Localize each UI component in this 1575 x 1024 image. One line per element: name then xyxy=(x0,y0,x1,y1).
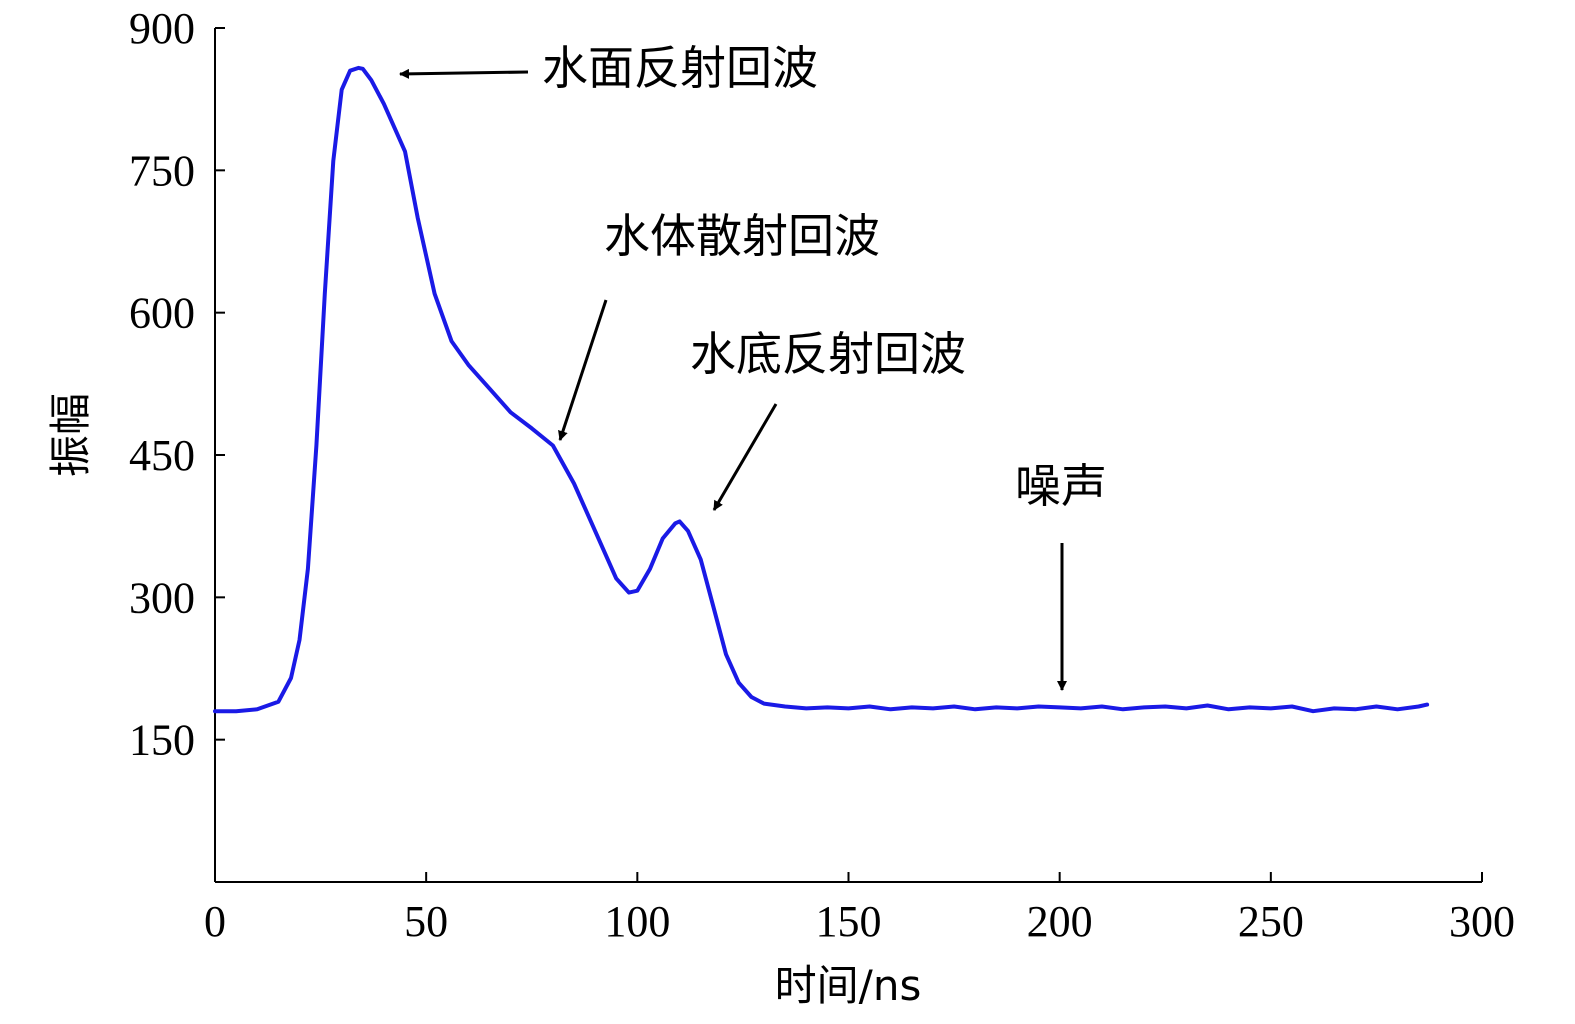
annotation-water-bottom: 水底反射回波 xyxy=(690,327,966,511)
y-ticks: 150 300 450 600 750 900 xyxy=(129,4,225,765)
annotation-water-column: 水体散射回波 xyxy=(558,209,880,441)
x-ticks: 0 50 100 150 200 250 300 xyxy=(204,872,1515,946)
y-tick-label: 900 xyxy=(129,4,195,53)
x-tick-label: 200 xyxy=(1027,897,1093,946)
x-axis-title: 时间/ns xyxy=(775,961,922,1010)
y-tick-label: 450 xyxy=(129,431,195,480)
annotation-label: 水底反射回波 xyxy=(690,327,966,381)
annotations: 水面反射回波 水体散射回波 水底反射回波 噪声 xyxy=(399,41,1107,691)
x-tick-label: 250 xyxy=(1238,897,1304,946)
y-tick-label: 150 xyxy=(129,716,195,765)
x-tick-label: 150 xyxy=(816,897,882,946)
series-line xyxy=(213,65,1430,714)
annotation-water-surface: 水面反射回波 xyxy=(399,41,818,95)
annotation-arrow xyxy=(712,403,778,511)
annotation-arrow xyxy=(399,68,529,79)
x-tick-label: 0 xyxy=(204,897,226,946)
y-tick-label: 600 xyxy=(129,289,195,338)
y-axis-title: 振幅 xyxy=(46,393,95,477)
x-tick-label: 300 xyxy=(1449,897,1515,946)
annotation-label: 水体散射回波 xyxy=(604,209,880,263)
annotation-label: 水面反射回波 xyxy=(542,41,818,95)
y-tick-label: 300 xyxy=(129,573,195,622)
annotation-noise: 噪声 xyxy=(1015,459,1107,691)
annotation-arrow xyxy=(558,299,608,441)
x-tick-label: 50 xyxy=(404,897,448,946)
y-tick-label: 750 xyxy=(129,146,195,195)
series-layer xyxy=(213,65,1430,714)
x-tick-label: 100 xyxy=(604,897,670,946)
annotation-label: 噪声 xyxy=(1015,459,1107,513)
